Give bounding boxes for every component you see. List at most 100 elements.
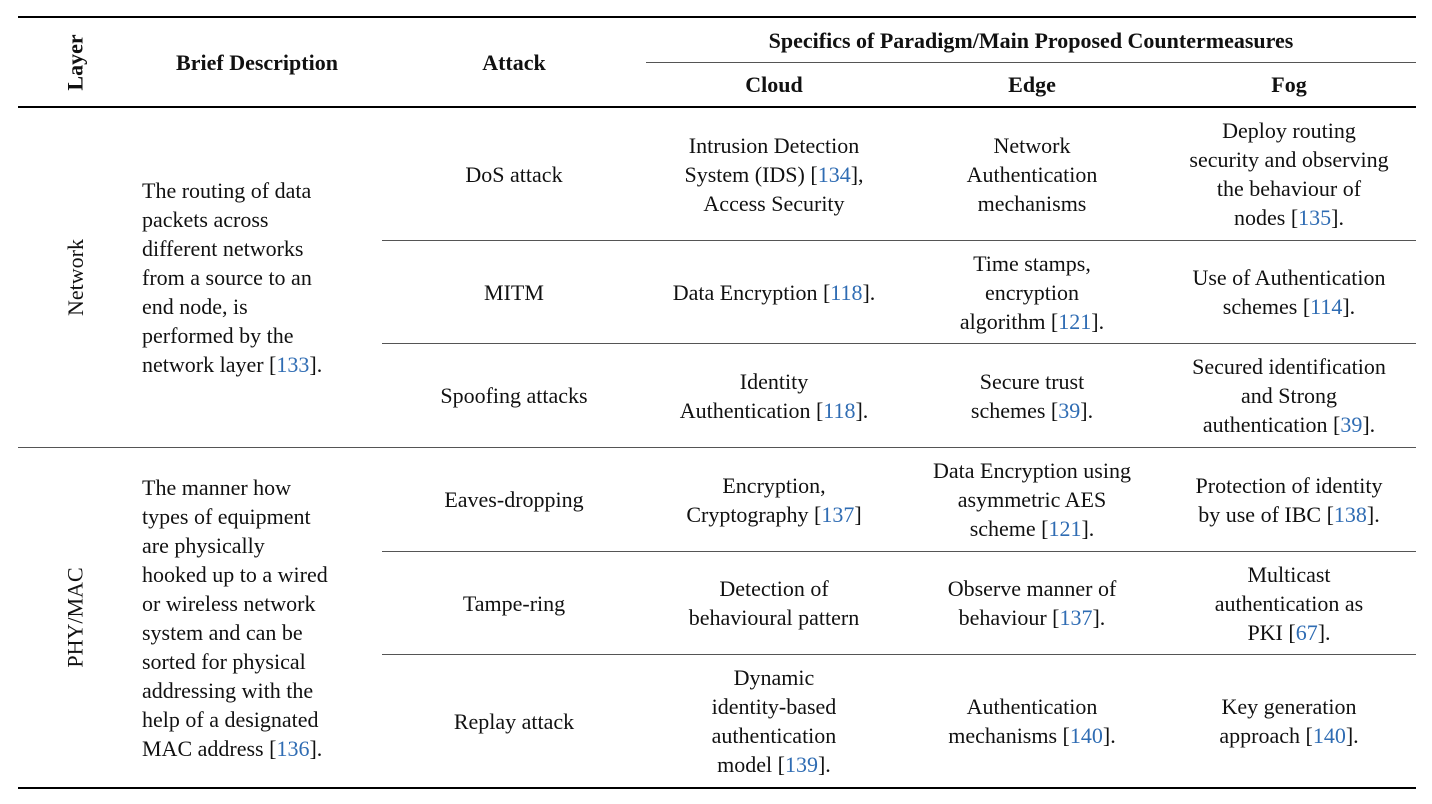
citation-link[interactable]: 139 [784,752,818,777]
citation-link[interactable]: 67 [1295,619,1318,645]
attack-name: Eaves-dropping [444,487,584,512]
citation-link[interactable]: 137 [1059,605,1093,630]
text-fragment: The routing of data [142,178,312,203]
text-fragment: Authentication [966,694,1098,719]
citation-link[interactable]: 121 [1058,308,1092,334]
text-fragment: end node, is [142,294,248,319]
text-line: System (IDS) [134], [684,160,863,189]
text-fragment: ]. [1091,308,1105,334]
text-line: Data Encryption using [933,456,1131,485]
text-line: encryption [960,278,1104,307]
text-line: Authentication [118]. [680,396,869,425]
citation-link[interactable]: 118 [823,397,856,423]
text-fragment: network layer [ [142,352,277,377]
text-fragment: nodes [ [1234,205,1299,230]
text-fragment: ]. [309,352,323,377]
citation-link[interactable]: 39 [1340,412,1363,437]
text-line: mechanisms [967,189,1098,218]
text-fragment: ]. [817,752,831,777]
text-fragment: Multicast [1247,561,1331,587]
text-fragment: performed by the [142,323,294,348]
text-fragment: approach [ [1219,723,1313,748]
citation-link[interactable]: 118 [830,279,863,305]
text-fragment: ]. [1102,723,1116,748]
text-fragment: Cryptography [ [686,501,822,527]
text-fragment: the behaviour of [1216,176,1362,201]
text-fragment: model [ [717,752,785,777]
cloud-countermeasure: Identity Authentication [118]. [646,344,902,447]
text-line: identity-based [712,692,837,721]
text-line: Dynamic [712,663,837,692]
text-fragment: System (IDS) [ [684,161,818,187]
citation-link[interactable]: 140 [1312,723,1346,748]
attack-name: DoS attack [465,161,563,187]
text-line: approach [140]. [1219,721,1358,750]
text-fragment: addressing with the [142,677,314,703]
text-fragment: ]. [1317,619,1331,645]
edge-countermeasure: Data Encryption using asymmetric AES schem… [902,448,1162,551]
citation-link[interactable]: 138 [1333,501,1367,527]
text-fragment: PKI [ [1247,619,1296,645]
text-line: Intrusion Detection [684,131,863,160]
text-fragment: behavioural pattern [688,605,860,630]
text-fragment: ]. [1080,397,1094,423]
edge-countermeasure: Secure trust schemes [39]. [902,344,1162,447]
text-fragment: ]. [1342,294,1356,319]
citation-link[interactable]: 137 [821,501,855,527]
text-line: Deploy routing [1189,116,1388,145]
edge-countermeasure: Observe manner of behaviour [137]. [902,552,1162,654]
row-rule-4 [382,654,1416,655]
header-group: Specifics of Paradigm/Main Proposed Coun… [768,27,1294,53]
text-line: hooked up to a wired [142,560,328,589]
text-fragment: Data Encryption [ [672,279,831,305]
header-edge: Edge [1008,72,1056,97]
row-rule-2 [382,343,1416,344]
bottom-rule [18,787,1416,789]
text-fragment: ], [850,161,864,187]
citation-link[interactable]: 134 [817,161,851,187]
text-fragment: authentication as [1214,590,1364,616]
text-line: PKI [67]. [1215,618,1363,647]
text-line: performed by the [142,321,322,350]
layer-name: Network [62,239,88,316]
citation-link[interactable]: 133 [276,352,310,377]
citation-link[interactable]: 140 [1069,723,1103,748]
citation-link[interactable]: 39 [1058,397,1081,423]
citation-link[interactable]: 121 [1048,516,1082,541]
text-fragment: authentication [ [1202,412,1341,437]
text-fragment: scheme [ [969,516,1049,541]
text-fragment: ]. [1081,516,1095,541]
text-fragment: by use of IBC [ [1198,501,1334,527]
group-header-rule [646,62,1416,63]
text-line: Time stamps, [960,249,1104,278]
edge-countermeasure: Time stamps, encryption algorithm [121]. [902,241,1162,343]
edge-countermeasure: Network Authentication mechanisms [902,108,1162,240]
text-fragment: schemes [ [970,397,1059,423]
text-line: help of a designated [142,705,328,734]
citation-link[interactable]: 136 [276,735,310,761]
text-fragment: different networks [142,236,304,261]
text-line: MAC address [136]. [142,734,328,763]
text-line: and Strong [1192,381,1386,410]
text-fragment: authentication [711,723,837,748]
text-line: Multicast [1215,560,1363,589]
text-fragment: encryption [984,279,1080,305]
text-fragment: Data Encryption using [933,458,1131,483]
text-fragment: mechanisms [ [948,723,1070,748]
brief-description: The routing of data packets across differe… [132,108,382,447]
citation-link[interactable]: 135 [1298,205,1332,230]
text-fragment: behaviour [ [958,605,1060,630]
cloud-countermeasure: Detection of behavioural pattern [646,552,902,654]
text-fragment: ]. [309,735,323,761]
text-line: different networks [142,234,322,263]
text-line: Secure trust [971,367,1093,396]
text-line: Data Encryption [118]. [673,278,876,307]
text-line: algorithm [121]. [960,307,1104,336]
text-line: asymmetric AES [933,485,1131,514]
citation-link[interactable]: 114 [1310,294,1343,319]
text-line: Identity [680,367,869,396]
text-line: security and observing [1189,145,1388,174]
row-rule-1 [382,240,1416,241]
layer-name: PHY/MAC [62,567,88,668]
cloud-countermeasure: Encryption, Cryptography [137] [646,448,902,551]
